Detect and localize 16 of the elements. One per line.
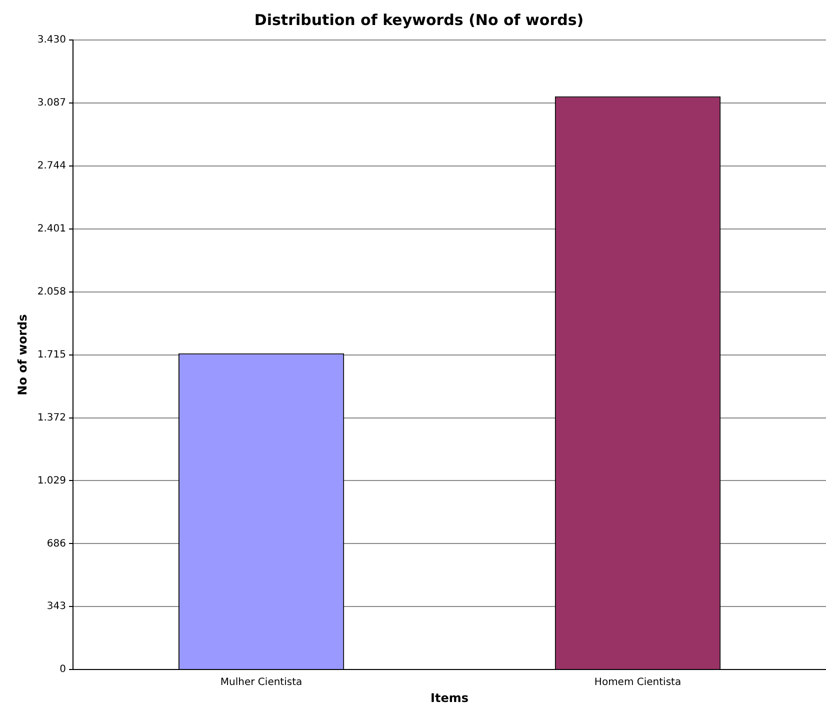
y-tick-label: 686 xyxy=(46,538,66,550)
y-tick-label: 343 xyxy=(46,601,66,612)
y-axis-title: No of words xyxy=(15,314,30,396)
y-tick-label: 2.058 xyxy=(37,286,66,298)
y-tick-label: 1.372 xyxy=(37,412,66,424)
chart-title: Distribution of keywords (No of words) xyxy=(254,10,584,29)
y-tick-label: 2.744 xyxy=(37,160,66,172)
y-tick-label: 1.029 xyxy=(37,475,66,486)
x-tick-label: Mulher Cientista xyxy=(220,677,302,688)
y-tick-label: 1.715 xyxy=(37,349,66,360)
y-tick-label: 3.430 xyxy=(37,34,66,46)
y-tick-label: 2.401 xyxy=(37,223,66,234)
x-tick-label: Homem Cientista xyxy=(594,677,682,688)
x-axis-title: Items xyxy=(430,690,469,705)
y-tick-label: 3.087 xyxy=(37,98,66,109)
y-tick-label: 0 xyxy=(60,664,66,676)
